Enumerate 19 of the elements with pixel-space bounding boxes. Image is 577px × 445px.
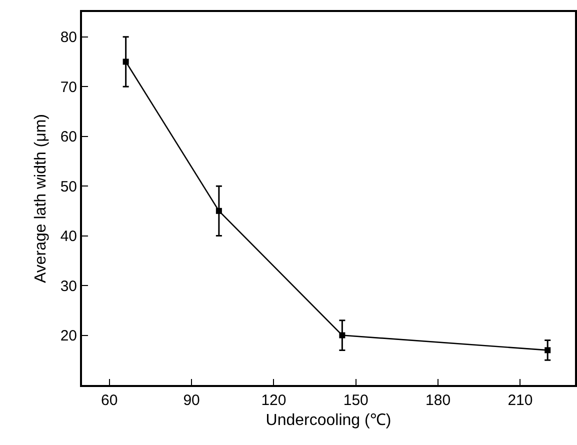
x-tick-label: 60 bbox=[101, 392, 118, 409]
x-tick-label: 90 bbox=[183, 392, 200, 409]
x-tick-label: 120 bbox=[261, 392, 286, 409]
point bbox=[216, 208, 222, 214]
x-axis-title: Undercooling (℃) bbox=[266, 412, 392, 430]
y-tick-label: 50 bbox=[60, 178, 77, 196]
point bbox=[122, 58, 129, 65]
x-tick-label: 180 bbox=[426, 392, 451, 409]
point bbox=[339, 332, 346, 338]
y-axis-title: Average lath width (μm) bbox=[32, 114, 50, 283]
x-tick-label: 150 bbox=[343, 392, 368, 409]
y-tick-label: 60 bbox=[60, 128, 77, 146]
point bbox=[544, 347, 551, 354]
y-tick-label: 30 bbox=[60, 278, 77, 295]
y-tick-label: 70 bbox=[60, 78, 77, 96]
y-tick-label: 20 bbox=[60, 328, 77, 345]
y-tick-label: 80 bbox=[60, 29, 77, 46]
x-tick-label: 210 bbox=[508, 392, 533, 409]
y-tick-label: 40 bbox=[60, 228, 77, 246]
